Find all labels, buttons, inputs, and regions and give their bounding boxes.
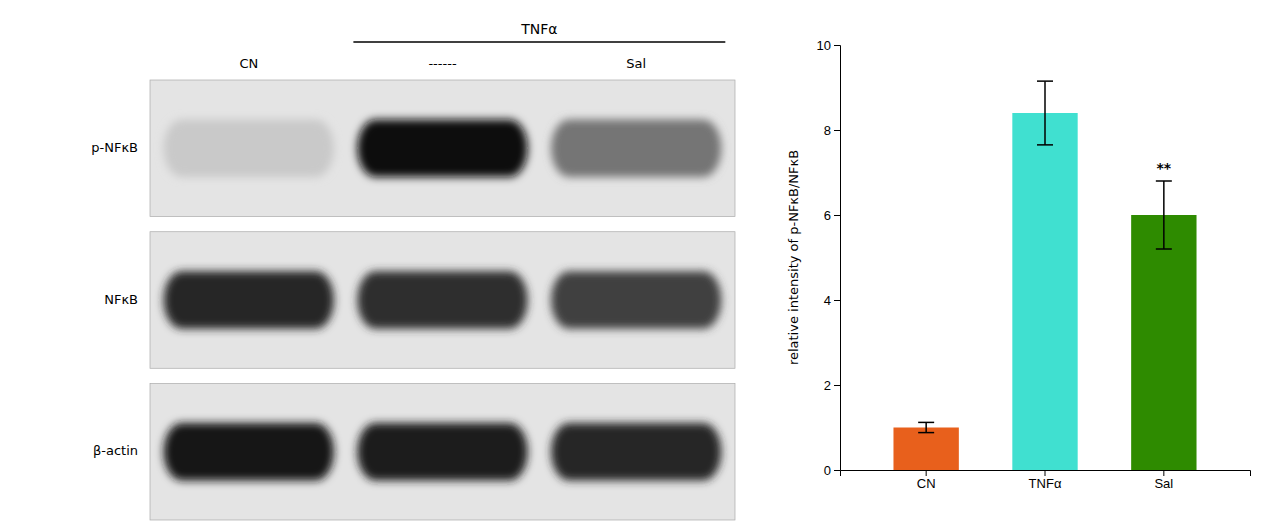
bar-chart: CN TNFα Sal 0 2 4 6 8 10 relative intensity of p-… bbox=[786, 38, 1251, 492]
row-label: NFκB bbox=[104, 292, 138, 307]
bar bbox=[893, 428, 958, 471]
blot-panel: p-NFκB NFκB β-actin CN ------ Sal TNFα bbox=[91, 21, 735, 520]
x-tick-label: Sal bbox=[1154, 476, 1173, 491]
y-axis: 0 2 4 6 8 10 bbox=[817, 38, 841, 478]
y-tick: 8 bbox=[824, 123, 840, 138]
significance-label: ** bbox=[1157, 160, 1172, 176]
plot-area bbox=[893, 81, 1196, 470]
blot-band bbox=[551, 120, 721, 177]
y-tick-mark bbox=[834, 215, 840, 216]
blot-row-panel bbox=[150, 232, 735, 369]
y-tick-label: 0 bbox=[824, 463, 831, 478]
error-bar-line bbox=[1156, 248, 1172, 250]
x-axis-line bbox=[841, 471, 1251, 477]
y-tick-mark bbox=[834, 300, 840, 301]
row-label: p-NFκB bbox=[91, 140, 138, 155]
x-tick: CN bbox=[917, 470, 936, 491]
x-tick: TNFα bbox=[1029, 470, 1062, 491]
x-axis: CN TNFα Sal bbox=[841, 470, 1251, 491]
x-tick: Sal bbox=[1154, 470, 1173, 491]
blot-band bbox=[357, 271, 527, 328]
x-tick-mark bbox=[926, 470, 927, 476]
row-label: β-actin bbox=[93, 443, 138, 458]
error-bar bbox=[1037, 81, 1053, 145]
blot-row-panel bbox=[150, 80, 735, 217]
column-label: Sal bbox=[626, 56, 646, 71]
x-tick-mark bbox=[1045, 470, 1046, 476]
y-tick-mark bbox=[834, 45, 840, 46]
x-tick-mark bbox=[1163, 470, 1164, 476]
header-label: TNFα bbox=[520, 21, 557, 37]
error-bar-line bbox=[1044, 81, 1046, 145]
y-tick-label: 10 bbox=[817, 38, 831, 53]
y-tick: 6 bbox=[824, 208, 840, 223]
y-tick-mark bbox=[834, 130, 840, 131]
y-axis-line bbox=[834, 46, 841, 471]
y-tick: 0 bbox=[824, 463, 840, 478]
bar bbox=[1012, 113, 1077, 470]
y-axis-title: relative intensity of p-NFκB/NFκB bbox=[786, 150, 801, 365]
error-bar-line bbox=[1037, 144, 1053, 146]
column-label: CN bbox=[239, 56, 258, 71]
x-tick-label: CN bbox=[917, 476, 936, 491]
bracket bbox=[353, 41, 725, 43]
bar bbox=[1131, 215, 1196, 470]
blot-band bbox=[357, 423, 527, 480]
figure: p-NFκB NFκB β-actin CN ------ Sal TNFα CN TNFα Sa… bbox=[0, 0, 1280, 529]
y-tick-mark bbox=[834, 385, 840, 386]
y-tick: 2 bbox=[824, 378, 840, 393]
error-bar-line bbox=[918, 422, 934, 424]
error-bar-line bbox=[1037, 80, 1053, 82]
y-tick-label: 2 bbox=[824, 378, 831, 393]
y-tick-mark bbox=[834, 470, 840, 471]
blot-band bbox=[164, 423, 334, 480]
error-bar bbox=[918, 422, 934, 432]
blot-band bbox=[551, 423, 721, 480]
error-bar-line bbox=[1163, 181, 1165, 249]
blot-row-panel bbox=[150, 383, 735, 520]
y-tick-label: 6 bbox=[824, 208, 831, 223]
error-bar-line bbox=[918, 432, 934, 434]
error-bar bbox=[1156, 181, 1172, 249]
blot-band bbox=[164, 271, 334, 328]
blot-band bbox=[357, 120, 527, 177]
error-bar-line bbox=[1156, 180, 1172, 182]
x-tick-label: TNFα bbox=[1029, 476, 1062, 491]
error-bar-line bbox=[925, 422, 927, 432]
blot-band bbox=[164, 120, 334, 177]
y-tick: 4 bbox=[824, 293, 840, 308]
column-label: ------ bbox=[428, 56, 456, 71]
blot-band bbox=[551, 271, 721, 328]
y-tick-label: 8 bbox=[824, 123, 831, 138]
y-tick-label: 4 bbox=[824, 293, 831, 308]
y-tick: 10 bbox=[817, 38, 840, 53]
